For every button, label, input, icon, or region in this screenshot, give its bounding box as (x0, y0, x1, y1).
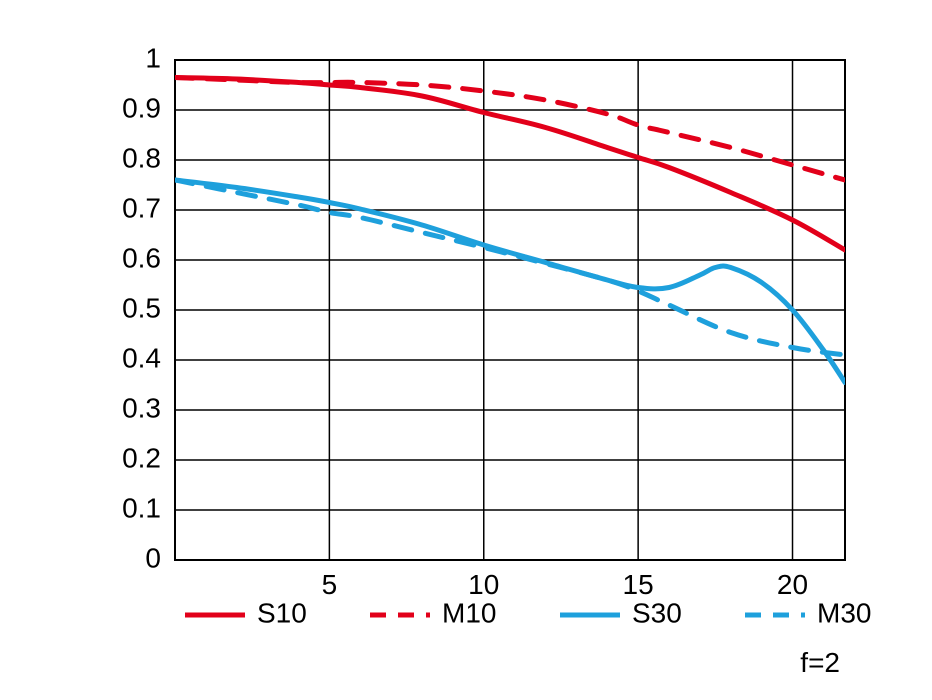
legend-label-m30: M30 (817, 597, 871, 628)
chart-svg: 00.10.20.30.40.50.60.70.80.915101520S10M… (0, 0, 932, 700)
y-tick-label: 0 (145, 542, 161, 573)
y-tick-label: 0.9 (122, 92, 161, 123)
x-tick-label: 20 (777, 569, 808, 600)
y-tick-label: 0.6 (122, 242, 161, 273)
mtf-chart: 00.10.20.30.40.50.60.70.80.915101520S10M… (0, 0, 932, 700)
y-tick-label: 0.7 (122, 192, 161, 223)
legend-label-s10: S10 (257, 597, 307, 628)
x-tick-label: 15 (623, 569, 654, 600)
y-tick-label: 1 (145, 42, 161, 73)
x-tick-label: 10 (468, 569, 499, 600)
y-tick-label: 0.4 (122, 342, 161, 373)
x-tick-label: 5 (322, 569, 338, 600)
y-tick-label: 0.5 (122, 292, 161, 323)
legend-label-m10: M10 (442, 597, 496, 628)
legend-label-s30: S30 (632, 597, 682, 628)
y-tick-label: 0.8 (122, 142, 161, 173)
y-tick-label: 0.1 (122, 492, 161, 523)
y-tick-label: 0.3 (122, 392, 161, 423)
y-tick-label: 0.2 (122, 442, 161, 473)
aperture-annotation: f=2 (800, 647, 840, 678)
